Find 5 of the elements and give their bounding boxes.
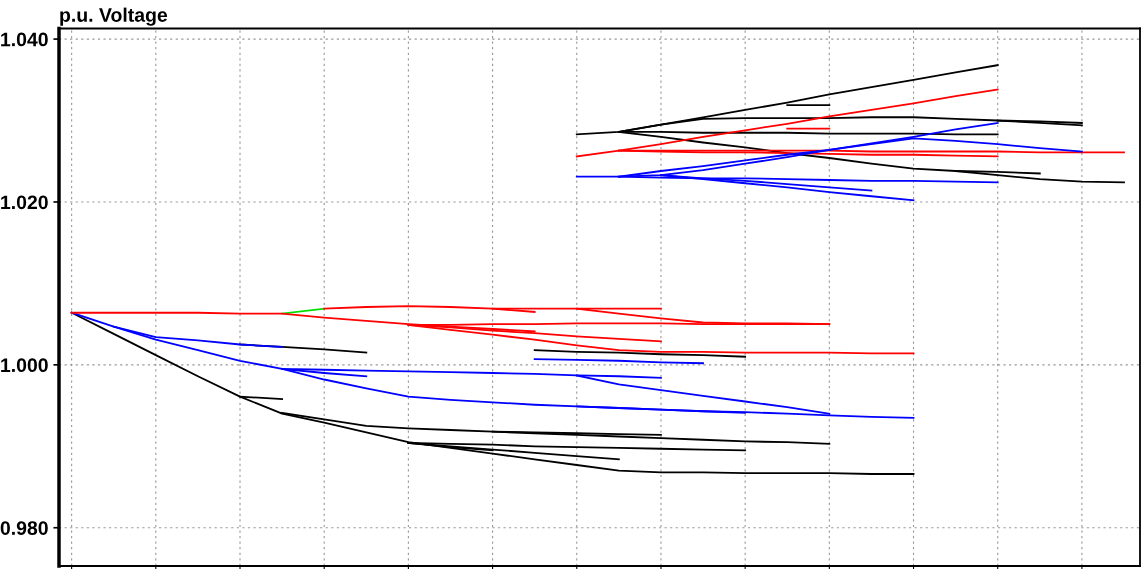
y-tick-label: 1.020 — [1, 195, 48, 210]
y-tick-label: 1.040 — [1, 32, 48, 47]
y-tick-label: 1.000 — [1, 358, 48, 373]
y-tick-label: 0.980 — [0, 521, 48, 535]
y-axis-title: p.u. Voltage — [60, 7, 168, 26]
